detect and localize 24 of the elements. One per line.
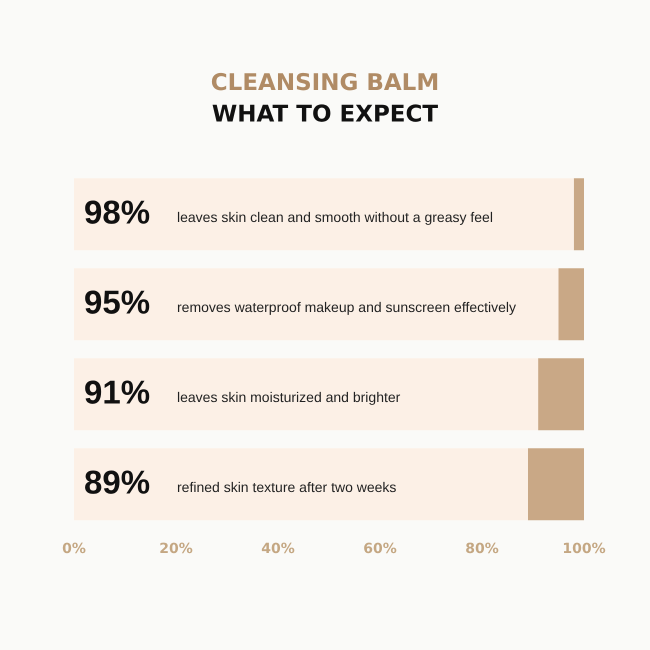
bar <box>558 268 584 340</box>
x-tick-label: 100% <box>562 541 606 558</box>
x-tick-label: 40% <box>261 541 295 558</box>
bar <box>538 358 584 430</box>
data-label: 91% <box>84 373 150 410</box>
bar <box>74 178 574 250</box>
bar <box>74 268 558 340</box>
data-label: 98% <box>84 193 150 230</box>
y-tick-label: removes waterproof makeup and sunscreen effectively <box>177 299 516 316</box>
y-tick-label: leaves skin clean and smooth without a greasy feel <box>177 209 493 226</box>
data-label: 95% <box>84 283 150 320</box>
x-tick-label: 60% <box>363 541 397 558</box>
chart-title: CLEANSING BALM <box>210 70 440 96</box>
chart-subtitle: WHAT TO EXPECT <box>212 101 438 128</box>
y-tick-label: leaves skin moisturized and brighter <box>177 389 401 406</box>
x-tick-label: 80% <box>465 541 499 558</box>
bar <box>74 448 528 520</box>
bar <box>528 448 584 520</box>
bar <box>574 178 584 250</box>
bar <box>74 358 538 430</box>
x-tick-label: 20% <box>159 541 193 558</box>
x-tick-label: 0% <box>62 541 86 558</box>
y-tick-label: refined skin texture after two weeks <box>177 479 396 496</box>
data-label: 89% <box>84 463 150 500</box>
